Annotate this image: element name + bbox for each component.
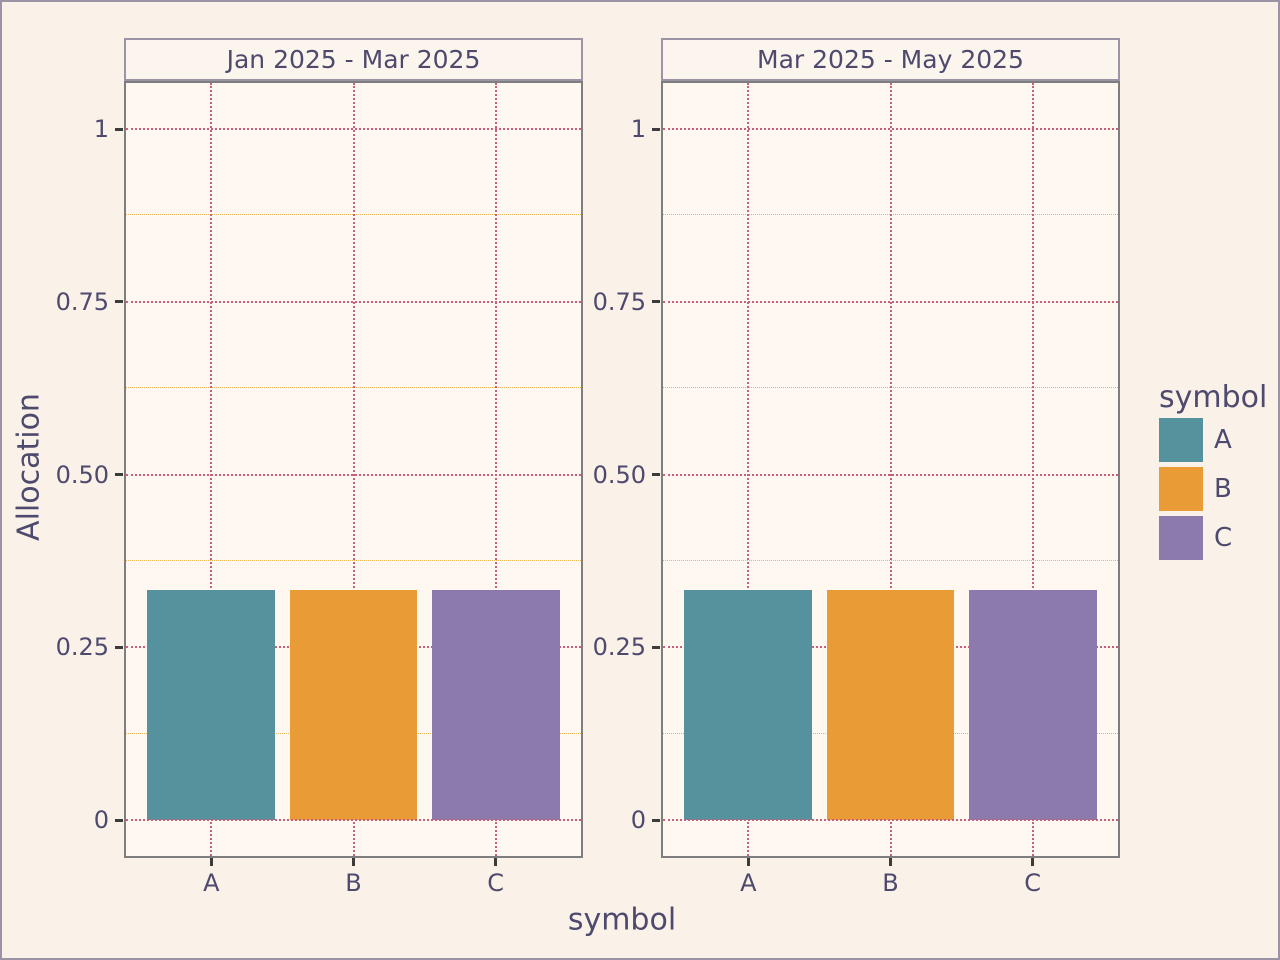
y-tick-mark <box>115 473 123 476</box>
gridline-major-v <box>1031 83 1034 856</box>
y-tick-label: 0.25 <box>592 633 646 662</box>
y-tick-mark <box>652 127 660 131</box>
legend-label-B: B <box>1214 474 1232 504</box>
facet-strip: Mar 2025 - May 2025 <box>661 38 1120 81</box>
bar-C <box>431 589 560 820</box>
panel-body <box>661 81 1120 858</box>
gridline-major-v <box>494 83 497 856</box>
x-tick-label: B <box>882 869 899 897</box>
legend-swatch-A <box>1159 418 1203 462</box>
x-tick-label: A <box>740 869 757 897</box>
x-tick-mark <box>209 858 213 866</box>
x-tick-mark <box>746 858 750 866</box>
y-tick-mark <box>115 645 123 649</box>
x-tick-label: C <box>1024 869 1042 897</box>
y-tick-label: 0.50 <box>55 460 109 489</box>
y-tick-mark <box>652 645 660 649</box>
facet-strip: Jan 2025 - Mar 2025 <box>124 38 583 81</box>
legend-swatch-C <box>1159 516 1203 560</box>
bar-A <box>147 589 276 820</box>
x-tick-label: B <box>345 869 362 897</box>
gridline-major-v <box>352 83 355 856</box>
x-tick-label: C <box>487 869 505 897</box>
y-tick-label: 1 <box>630 115 646 143</box>
legend-title: symbol <box>1159 380 1268 415</box>
gridline-major-h <box>126 819 581 821</box>
y-tick-label: 0 <box>630 806 646 834</box>
y-tick-label: 1 <box>93 115 109 143</box>
gridline-major-v <box>889 83 892 856</box>
bar-B <box>289 589 418 820</box>
y-tick-label: 0.75 <box>592 287 646 316</box>
y-tick-label: 0 <box>93 806 109 834</box>
x-tick-label: A <box>203 869 220 897</box>
x-tick-mark <box>352 858 355 866</box>
legend-label-A: A <box>1214 425 1232 455</box>
y-tick-label: 0.25 <box>55 633 109 662</box>
x-tick-mark <box>494 858 498 866</box>
x-tick-mark <box>889 858 892 866</box>
y-tick-label: 0.75 <box>55 287 109 316</box>
y-tick-mark <box>115 127 123 131</box>
gridline-major-v <box>210 83 213 856</box>
facet-title: Mar 2025 - May 2025 <box>757 45 1024 74</box>
gridline-major-h <box>663 819 1118 821</box>
y-tick-mark <box>652 818 660 822</box>
bar-B <box>826 589 955 820</box>
bar-A <box>684 589 813 820</box>
legend-label-C: C <box>1214 523 1233 553</box>
legend-swatch-B <box>1159 467 1203 511</box>
panel-body <box>124 81 583 858</box>
y-tick-label: 0.50 <box>592 460 646 489</box>
y-tick-mark <box>115 300 123 304</box>
bar-C <box>968 589 1097 820</box>
x-axis-title: symbol <box>567 902 677 938</box>
y-tick-mark <box>115 818 123 822</box>
gridline-major-v <box>747 83 750 856</box>
facet-title: Jan 2025 - Mar 2025 <box>226 45 481 74</box>
y-tick-mark <box>652 473 660 476</box>
x-tick-mark <box>1031 858 1035 866</box>
y-tick-mark <box>652 300 660 304</box>
